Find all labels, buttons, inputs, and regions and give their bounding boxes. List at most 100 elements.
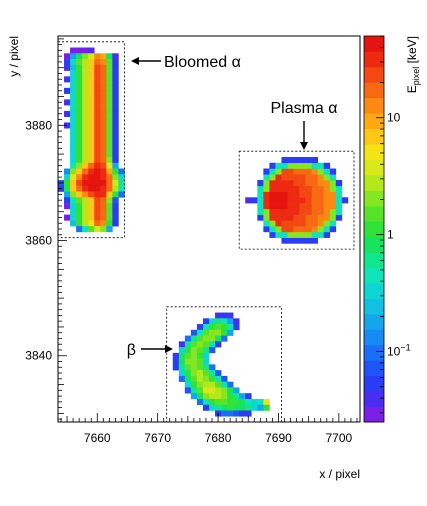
heatmap-cell <box>317 162 325 169</box>
heatmap-cell <box>76 156 83 164</box>
heatmap-cell <box>209 375 216 382</box>
heatmap-cell <box>263 180 270 187</box>
heatmap-cell <box>305 174 312 181</box>
heatmap-cell <box>82 110 89 117</box>
heatmap-cell <box>196 347 204 354</box>
arrow-head <box>131 57 139 65</box>
heatmap-cell <box>196 335 204 342</box>
colorbar-segment <box>364 329 384 346</box>
heatmap-cell <box>190 341 198 348</box>
heatmap-cell <box>257 191 264 198</box>
heatmap-cell <box>305 197 312 204</box>
heatmap-cell <box>257 203 264 210</box>
heatmap-cell <box>305 231 312 238</box>
heatmap-cell <box>76 185 83 192</box>
heatmap-cell <box>82 64 89 71</box>
heatmap-cell <box>70 168 77 175</box>
heatmap-cell <box>323 168 331 175</box>
heatmap-cell <box>106 139 113 146</box>
heatmap-cell <box>100 191 107 198</box>
heatmap-cell <box>221 312 228 319</box>
heatmap-cell <box>82 76 89 83</box>
heatmap-cell <box>281 180 288 187</box>
heatmap-cell <box>64 174 71 181</box>
heatmap-cell <box>221 318 228 325</box>
heatmap-cell <box>88 174 95 181</box>
heatmap-cell <box>202 370 210 377</box>
heatmap-cell <box>76 191 83 198</box>
heatmap-cell <box>88 87 95 94</box>
heatmap-cell <box>202 341 210 348</box>
heatmap-cell <box>317 220 325 227</box>
heatmap-cell <box>293 214 300 221</box>
heatmap-cell <box>311 162 319 169</box>
heatmap-cell <box>70 99 77 106</box>
heatmap-cell <box>287 197 294 204</box>
heatmap-cell <box>88 76 95 83</box>
heatmap-cell <box>94 105 101 112</box>
heatmap-cell <box>293 197 300 204</box>
heatmap-cell <box>293 208 300 215</box>
x-tick-label: 7700 <box>326 431 353 445</box>
heatmap-cell <box>70 214 77 221</box>
heatmap-cell <box>317 214 325 221</box>
heatmap-cell <box>76 110 83 117</box>
heatmap-cell <box>118 180 125 187</box>
heatmap-cell <box>112 53 119 60</box>
heatmap-cell <box>118 185 125 192</box>
heatmap-cell <box>221 329 228 336</box>
heatmap-cell <box>70 191 77 198</box>
x-axis-ticks: 7660 7670 7680 7690 7700 <box>60 413 358 445</box>
colorbar-segment <box>364 298 384 315</box>
heatmap-cell <box>112 128 119 135</box>
heatmap-cell <box>196 387 204 394</box>
heatmap-cell <box>64 99 71 106</box>
heatmap-cell <box>94 128 101 135</box>
heatmap-cell <box>106 203 113 210</box>
heatmap-cell <box>215 404 222 411</box>
heatmap-cell <box>64 197 71 204</box>
heatmap-cell <box>305 156 312 164</box>
heatmap-cell <box>215 375 222 382</box>
heatmap-cell <box>106 116 113 123</box>
heatmap-cell <box>94 116 101 123</box>
heatmap-cell <box>184 370 192 377</box>
heatmap-cell <box>64 203 71 210</box>
heatmap-cell <box>269 180 276 187</box>
heatmap-cell <box>305 185 312 192</box>
x-tick-label: 7680 <box>205 431 232 445</box>
heatmap-cell <box>287 237 294 244</box>
heatmap-cell <box>221 335 228 342</box>
heatmap-cell <box>82 145 89 152</box>
heatmap-cell <box>106 180 113 187</box>
heatmap-cell <box>94 197 101 204</box>
heatmap-cell <box>106 82 113 89</box>
heatmap-cell <box>100 162 107 169</box>
heatmap-cell <box>293 156 300 164</box>
heatmap-cell <box>64 59 71 66</box>
heatmap-cell <box>76 133 83 140</box>
heatmap-cell <box>269 231 276 238</box>
heatmap-cell <box>94 185 101 192</box>
heatmap-cell <box>196 370 204 377</box>
heatmap-cell <box>70 122 77 129</box>
heatmap-cell <box>299 214 306 221</box>
heatmap-cell <box>88 214 95 221</box>
heatmap-cell <box>88 197 95 204</box>
heatmap-cell <box>269 208 276 215</box>
colorbar-segment <box>364 375 384 392</box>
heatmap-cell <box>112 116 119 123</box>
heatmap-cell <box>112 133 119 140</box>
heatmap-cell <box>106 53 113 60</box>
heatmap-cell <box>100 174 107 181</box>
heatmap-cell <box>287 180 294 187</box>
colorbar-segment <box>364 283 384 299</box>
heatmap-cell <box>305 162 312 169</box>
heatmap-cell <box>209 318 216 325</box>
heatmap-cell <box>82 47 89 54</box>
heatmap-cell <box>106 70 113 77</box>
heatmap-cell <box>311 185 319 192</box>
heatmap-cell <box>233 410 240 417</box>
heatmap-cell <box>100 76 107 83</box>
heatmap-cell <box>263 398 270 406</box>
